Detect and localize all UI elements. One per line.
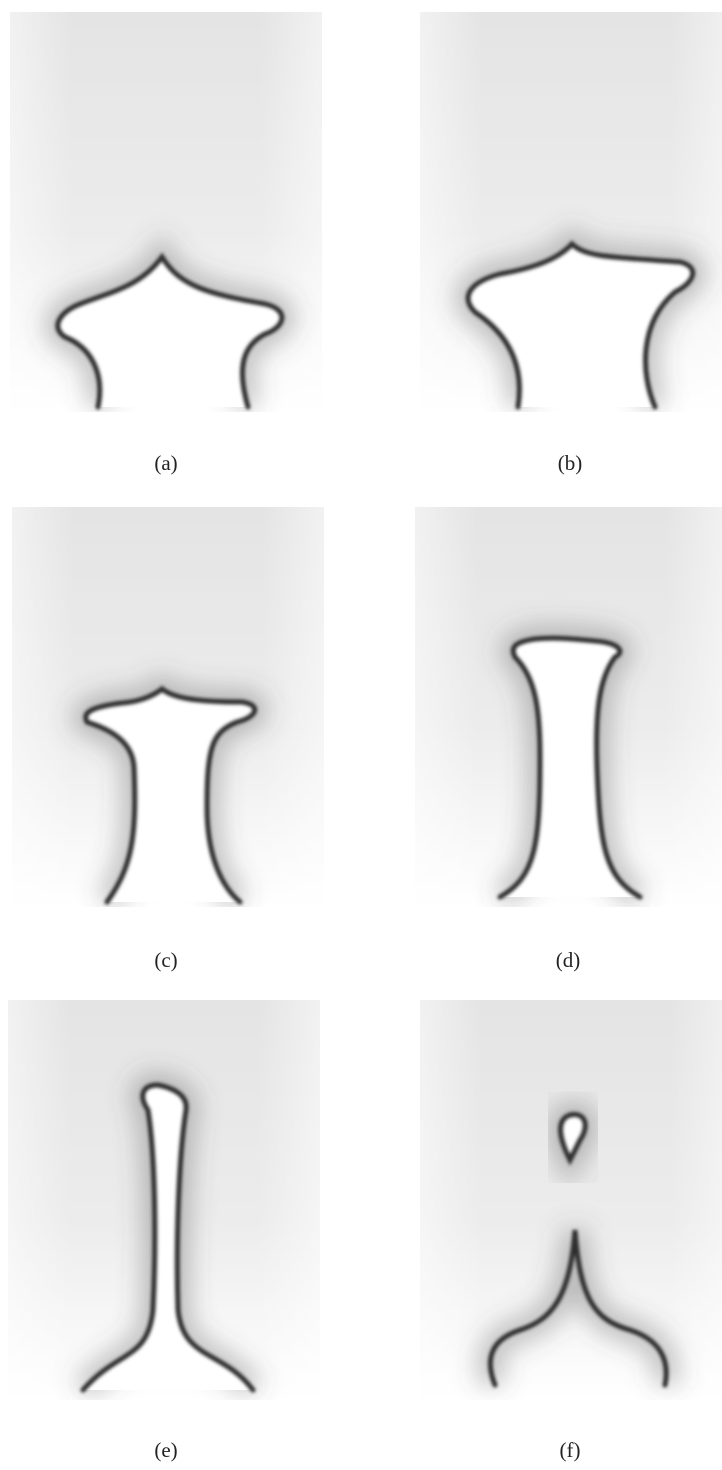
bubble-interior — [500, 638, 640, 897]
interface — [465, 240, 695, 410]
bubble-interior — [83, 1085, 253, 1390]
panel — [420, 12, 722, 412]
panel-label: (e) — [154, 1438, 177, 1462]
panel — [10, 12, 322, 412]
image-edge-fade — [420, 1000, 722, 1400]
panel-label: (d) — [556, 948, 581, 972]
panel-label: (b) — [558, 451, 583, 475]
panel — [8, 1000, 320, 1400]
simulation-image — [420, 1000, 722, 1400]
panel-label: (c) — [154, 948, 177, 972]
panel — [415, 507, 722, 907]
interface — [83, 685, 257, 905]
interface — [497, 635, 643, 900]
bubble-interior — [468, 244, 693, 407]
panel — [420, 1000, 722, 1400]
simulation-image — [420, 12, 722, 412]
simulation-image — [8, 1000, 320, 1400]
panel — [12, 507, 324, 907]
interface — [487, 1229, 669, 1388]
interface — [55, 252, 285, 410]
panel-label: (a) — [154, 451, 177, 475]
simulation-image — [415, 507, 722, 907]
interface — [80, 1082, 256, 1393]
simulation-image — [10, 12, 322, 412]
bubble-interior — [57, 257, 282, 407]
panel-label: (f) — [560, 1438, 581, 1462]
simulation-image — [12, 507, 324, 907]
interface — [558, 1112, 588, 1166]
